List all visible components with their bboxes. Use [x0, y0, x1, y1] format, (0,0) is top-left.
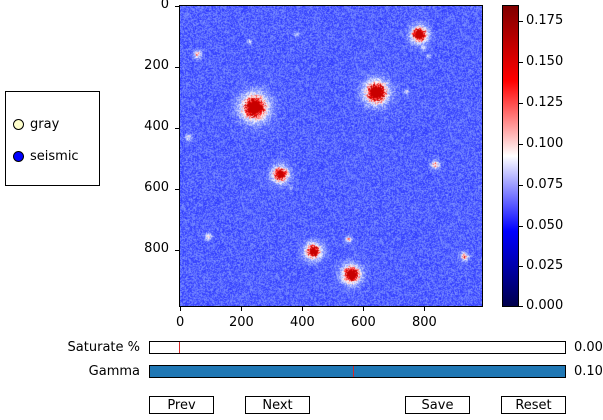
y-tick-mark: [175, 189, 179, 190]
colorbar-tick-label: 0.025: [526, 258, 564, 273]
x-tick-mark: [424, 307, 425, 311]
colorbar-tick-mark: [519, 103, 523, 104]
x-tick-label: 0: [176, 315, 185, 330]
radio-label-gray: gray: [30, 116, 60, 132]
saturate-slider[interactable]: [149, 341, 566, 354]
image-display[interactable]: [179, 5, 483, 307]
colorbar-tick-mark: [519, 62, 523, 63]
colorbar-tick-mark: [519, 266, 523, 267]
x-tick-mark: [241, 307, 242, 311]
colorbar-tick-label: 0.100: [526, 136, 564, 151]
colorbar-tick-mark: [519, 306, 523, 307]
gamma-slider[interactable]: [149, 365, 566, 378]
colorbar-tick-mark: [519, 226, 523, 227]
radio-option-gray[interactable]: gray: [13, 115, 59, 133]
colormap-selector: gray seismic: [5, 91, 100, 186]
colorbar-tick-label: 0.075: [526, 177, 564, 192]
y-tick-label: 0: [160, 0, 169, 12]
gamma-slider-handle[interactable]: [353, 366, 355, 377]
x-tick-label: 400: [290, 315, 315, 330]
colorbar-tick-mark: [519, 185, 523, 186]
saturate-label: Saturate %: [67, 340, 140, 355]
colorbar-tick-mark: [519, 21, 523, 22]
next-button[interactable]: Next: [245, 396, 310, 414]
colorbar-tick-label: 0.150: [526, 54, 564, 69]
radio-option-seismic[interactable]: seismic: [13, 147, 79, 165]
x-tick-label: 600: [351, 315, 376, 330]
x-tick-mark: [180, 307, 181, 311]
colorbar-tick-label: 0.050: [526, 218, 564, 233]
x-tick-label: 200: [229, 315, 254, 330]
gamma-label: Gamma: [88, 364, 140, 379]
y-tick-mark: [175, 67, 179, 68]
saturate-slider-handle[interactable]: [179, 342, 181, 353]
colorbar-tick-label: 0.125: [526, 95, 564, 110]
y-tick-label: 400: [144, 119, 169, 134]
radio-dot-seismic[interactable]: [13, 150, 24, 162]
gamma-value: 0.10: [574, 364, 603, 379]
colorbar: [502, 5, 519, 307]
y-tick-mark: [175, 6, 179, 7]
y-tick-label: 600: [144, 180, 169, 195]
x-tick-mark: [302, 307, 303, 311]
y-tick-mark: [175, 250, 179, 251]
colorbar-tick-label: 0.000: [526, 298, 564, 313]
prev-button[interactable]: Prev: [149, 396, 214, 414]
colorbar-tick-mark: [519, 144, 523, 145]
reset-button[interactable]: Reset: [501, 396, 566, 414]
radio-label-seismic: seismic: [30, 148, 79, 164]
x-tick-mark: [363, 307, 364, 311]
gamma-slider-fill: [150, 366, 565, 377]
save-button[interactable]: Save: [405, 396, 470, 414]
y-tick-label: 200: [144, 58, 169, 73]
radio-dot-gray[interactable]: [13, 118, 24, 130]
y-tick-mark: [175, 128, 179, 129]
image-canvas[interactable]: [180, 6, 482, 306]
x-tick-label: 800: [412, 315, 437, 330]
colorbar-tick-label: 0.175: [526, 13, 564, 28]
y-tick-label: 800: [144, 241, 169, 256]
saturate-value: 0.00: [574, 340, 603, 355]
